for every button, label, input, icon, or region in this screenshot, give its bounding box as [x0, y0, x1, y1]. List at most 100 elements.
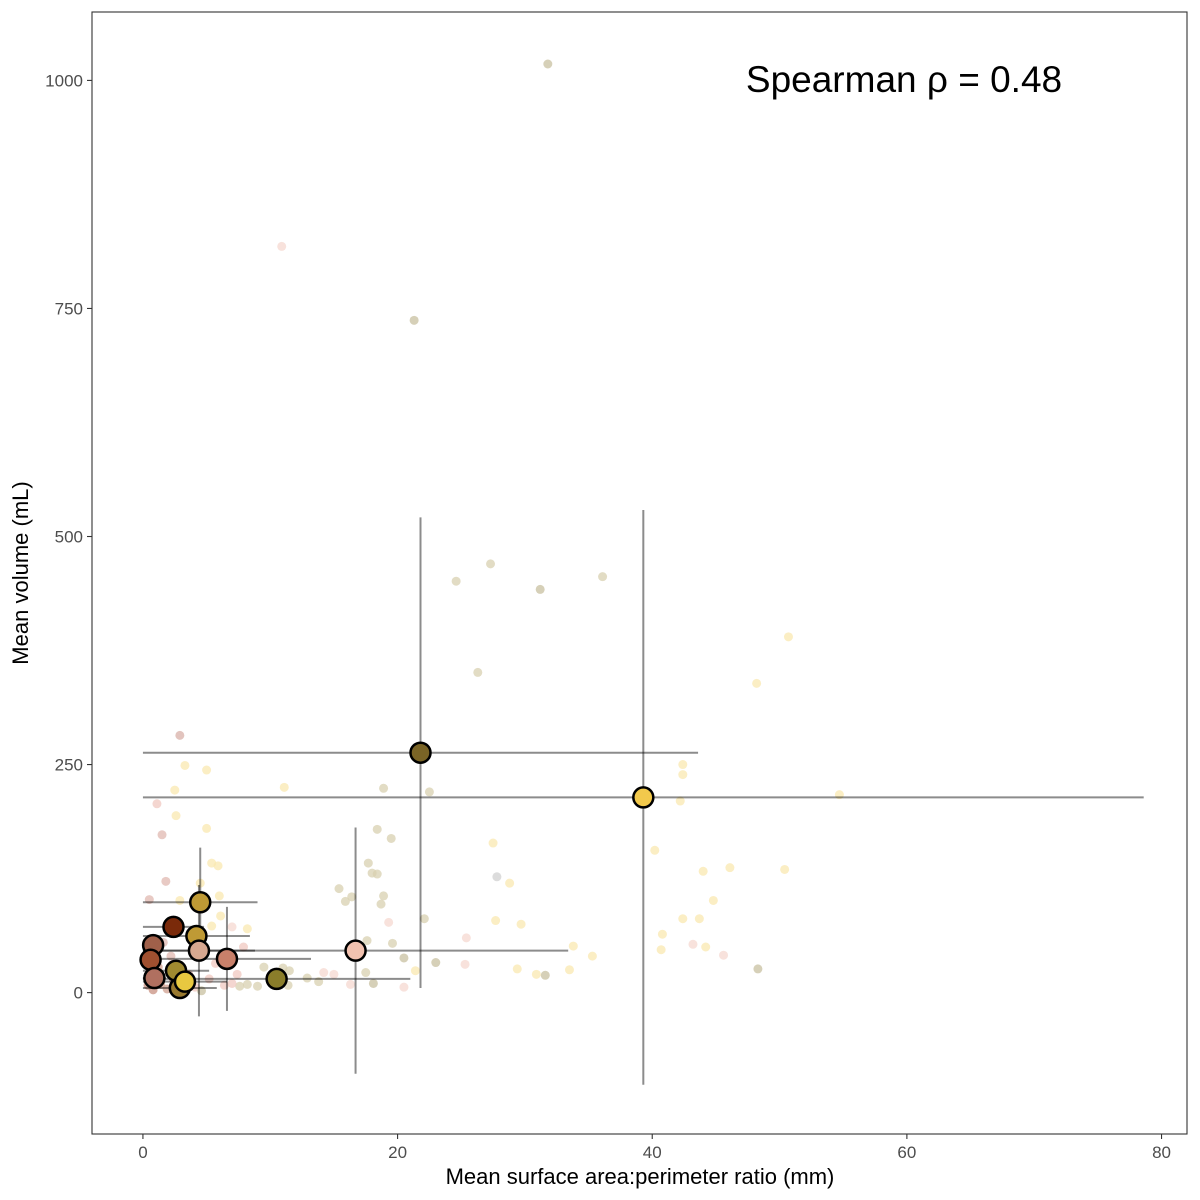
raw-point-22 [656, 945, 666, 955]
raw-point-80 [171, 811, 181, 821]
raw-point-101 [204, 974, 214, 984]
raw-point-90 [216, 911, 226, 921]
raw-point-99 [219, 980, 229, 990]
raw-point-94 [239, 942, 249, 952]
summary-point-1 [632, 786, 655, 809]
raw-point-35 [505, 878, 515, 888]
raw-point-82 [157, 830, 167, 840]
raw-point-85 [161, 876, 171, 886]
spearman-annotation: Spearman ρ = 0.48 [746, 59, 1062, 100]
raw-point-36 [491, 916, 501, 926]
raw-point-17 [780, 864, 790, 874]
raw-point-57 [340, 896, 350, 906]
raw-point-67 [279, 782, 289, 792]
raw-point-26 [753, 964, 763, 974]
summary-point-2 [344, 939, 367, 962]
y-axis-title: Mean volume (mL) [8, 481, 33, 664]
raw-point-33 [488, 838, 498, 848]
summary-point-12 [143, 966, 166, 990]
raw-point-6 [598, 572, 608, 582]
raw-point-87 [214, 891, 224, 901]
raw-point-66 [345, 979, 355, 989]
raw-point-28 [587, 951, 597, 961]
x-axis-title: Mean surface area:perimeter ratio (mm) [446, 1164, 835, 1189]
raw-point-41 [424, 787, 434, 797]
summary-point-11 [139, 948, 162, 972]
raw-point-38 [461, 933, 471, 943]
raw-point-74 [235, 981, 245, 991]
raw-point-13 [834, 790, 844, 800]
raw-point-86 [195, 878, 205, 888]
raw-point-9 [752, 678, 762, 688]
summary-point-4 [188, 891, 212, 914]
raw-point-25 [719, 950, 729, 960]
plot-panel [91, 11, 1188, 1135]
raw-point-7 [473, 667, 483, 677]
raw-point-5 [535, 584, 545, 594]
raw-point-12 [675, 796, 685, 806]
raw-point-71 [253, 981, 263, 991]
raw-point-60 [361, 968, 371, 978]
raw-point-20 [694, 914, 704, 924]
raw-point-42 [419, 914, 429, 924]
raw-point-18 [708, 895, 718, 905]
raw-point-58 [362, 936, 372, 946]
raw-point-39 [460, 959, 470, 969]
raw-point-0 [543, 59, 553, 69]
summary-point-7 [215, 947, 239, 971]
raw-point-51 [367, 868, 377, 878]
raw-point-63 [319, 968, 329, 978]
y-tick-label-0: 0 [74, 984, 83, 1003]
summary-point-6 [187, 939, 211, 962]
raw-point-8 [783, 632, 793, 642]
raw-point-84 [213, 861, 223, 871]
raw-point-1 [277, 241, 287, 251]
raw-point-69 [284, 966, 294, 976]
raw-point-62 [329, 969, 339, 979]
raw-point-79 [152, 799, 162, 809]
raw-point-98 [232, 969, 242, 979]
summary-point-3 [265, 967, 288, 991]
raw-point-3 [486, 559, 496, 569]
raw-point-70 [259, 962, 269, 972]
summary-points-layer [139, 741, 655, 1000]
ticks-layer: 0 20 40 60 80 0 250 500 750 1000 [45, 71, 1171, 1162]
raw-point-11 [678, 770, 688, 780]
raw-point-44 [399, 953, 409, 963]
raw-point-16 [725, 863, 735, 873]
x-tick-label-3: 60 [897, 1143, 916, 1162]
raw-point-92 [227, 922, 237, 932]
raw-point-47 [372, 824, 382, 834]
raw-point-34 [492, 872, 502, 882]
raw-point-2 [409, 315, 419, 325]
raw-point-31 [540, 970, 550, 980]
raw-point-78 [170, 785, 180, 795]
raw-point-53 [376, 899, 386, 909]
raw-point-37 [516, 919, 526, 929]
y-tick-label-1: 250 [55, 756, 83, 775]
raw-point-14 [650, 845, 660, 855]
raw-point-100 [227, 978, 237, 988]
raw-points-layer [143, 59, 844, 996]
raw-point-27 [568, 941, 578, 951]
raw-point-81 [202, 823, 212, 833]
raw-point-24 [688, 939, 698, 949]
raw-point-96 [166, 951, 176, 961]
raw-point-46 [379, 783, 389, 793]
summary-point-0 [409, 741, 432, 764]
y-tick-label-2: 500 [55, 528, 83, 547]
raw-point-23 [701, 942, 711, 952]
raw-point-65 [302, 973, 312, 983]
raw-point-76 [180, 760, 190, 770]
y-tick-label-3: 750 [55, 299, 83, 318]
raw-point-61 [368, 978, 378, 988]
y-tick-label-4: 1000 [45, 71, 83, 90]
raw-point-10 [678, 760, 688, 770]
raw-point-43 [410, 966, 420, 976]
raw-point-75 [175, 730, 185, 740]
raw-point-89 [144, 895, 154, 905]
summary-point-8 [162, 915, 185, 939]
raw-point-19 [678, 914, 688, 924]
raw-point-15 [698, 866, 708, 876]
